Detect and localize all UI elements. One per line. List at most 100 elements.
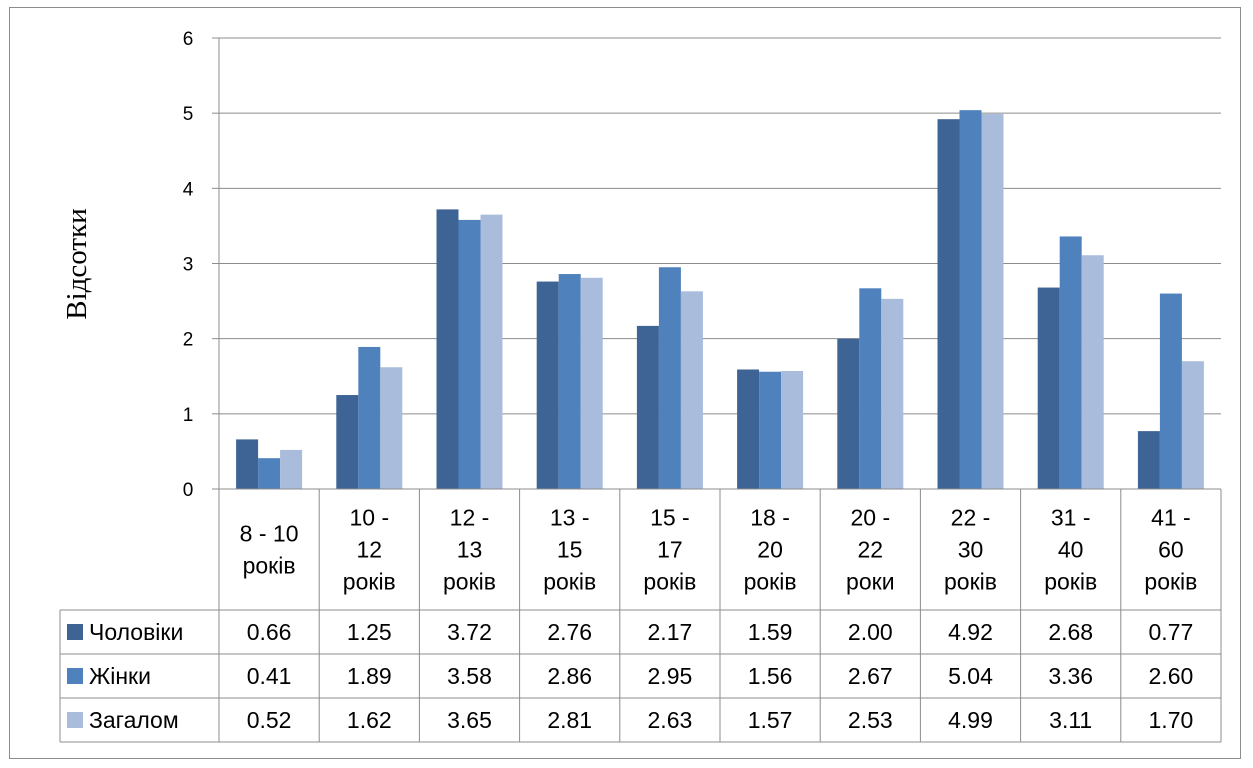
y-tick-label: 6 bbox=[183, 29, 194, 50]
data-label: 2.95 bbox=[648, 663, 693, 689]
data-label: 1.70 bbox=[1149, 707, 1194, 733]
data-label: 5.04 bbox=[948, 663, 993, 689]
bar bbox=[580, 277, 603, 489]
y-tick-label: 1 bbox=[183, 405, 194, 426]
y-tick-label: 3 bbox=[183, 255, 194, 276]
bar bbox=[480, 214, 503, 489]
data-label: 0.41 bbox=[247, 663, 292, 689]
data-label: 1.89 bbox=[347, 663, 392, 689]
bar bbox=[737, 369, 760, 489]
bar bbox=[1059, 236, 1082, 489]
bar bbox=[236, 439, 259, 489]
category-label: 13 - bbox=[550, 505, 590, 531]
data-label: 3.11 bbox=[1049, 707, 1092, 733]
category-label: 15 - bbox=[650, 505, 690, 531]
data-label: 3.58 bbox=[447, 663, 492, 689]
bar bbox=[436, 209, 459, 489]
bar bbox=[280, 449, 303, 489]
data-label: 2.86 bbox=[547, 663, 592, 689]
data-label: 2.63 bbox=[648, 707, 693, 733]
bar bbox=[380, 367, 403, 489]
bar bbox=[1081, 255, 1104, 489]
bar bbox=[558, 274, 581, 489]
y-axis-label: Відсотки bbox=[61, 208, 93, 319]
data-label: 2.81 bbox=[547, 707, 592, 733]
bar bbox=[1037, 287, 1060, 489]
category-label: 15 bbox=[557, 537, 583, 563]
data-label: 1.59 bbox=[748, 619, 793, 645]
bar bbox=[1181, 361, 1204, 489]
bar bbox=[781, 370, 804, 489]
data-label: 2.76 bbox=[547, 619, 592, 645]
bar bbox=[258, 458, 281, 489]
data-label: 0.66 bbox=[247, 619, 292, 645]
bar bbox=[881, 298, 904, 489]
category-label: роки bbox=[846, 569, 895, 595]
y-tick-label: 5 bbox=[183, 104, 194, 125]
category-label: років bbox=[643, 569, 696, 595]
chart-frame bbox=[9, 7, 1241, 759]
bar bbox=[336, 395, 359, 489]
category-label: 17 bbox=[657, 537, 683, 563]
bar bbox=[536, 281, 559, 489]
category-label: 40 bbox=[1058, 537, 1084, 563]
bar bbox=[1159, 293, 1182, 489]
bar bbox=[358, 346, 381, 489]
category-label: 22 bbox=[858, 537, 884, 563]
category-label: років bbox=[744, 569, 797, 595]
category-label: 22 - bbox=[951, 505, 991, 531]
y-tick-label: 2 bbox=[183, 330, 194, 351]
category-label: 18 - bbox=[750, 505, 790, 531]
bar bbox=[937, 119, 960, 490]
data-label: 2.00 bbox=[848, 619, 893, 645]
data-label: 1.25 bbox=[347, 619, 392, 645]
category-label: 13 bbox=[457, 537, 483, 563]
data-label: 1.57 bbox=[748, 707, 793, 733]
data-label: 0.77 bbox=[1149, 619, 1194, 645]
category-label: 12 bbox=[357, 537, 383, 563]
bar bbox=[981, 113, 1004, 489]
category-label: років bbox=[443, 569, 496, 595]
bar bbox=[658, 267, 681, 489]
bar bbox=[837, 338, 860, 489]
data-label: 0.52 bbox=[247, 707, 292, 733]
y-axis-ticks: 0 1 2 3 4 5 6 bbox=[183, 29, 194, 501]
bar bbox=[959, 110, 982, 489]
category-label: 10 - bbox=[349, 505, 389, 531]
data-label: 2.17 bbox=[648, 619, 693, 645]
bar bbox=[1137, 431, 1160, 489]
legend-key bbox=[67, 624, 83, 640]
category-label: 12 - bbox=[450, 505, 490, 531]
data-label: 4.99 bbox=[948, 707, 993, 733]
legend-label: Жінки bbox=[89, 663, 151, 689]
bar bbox=[759, 371, 782, 489]
category-label: 20 - bbox=[850, 505, 890, 531]
category-label: років bbox=[1144, 569, 1197, 595]
legend-label: Чоловіки bbox=[89, 619, 183, 645]
legend-key bbox=[67, 668, 83, 684]
legend-label: Загалом bbox=[89, 707, 179, 733]
data-label: 1.62 bbox=[347, 707, 392, 733]
data-label: 3.72 bbox=[447, 619, 492, 645]
category-label: 30 bbox=[958, 537, 984, 563]
bar bbox=[859, 288, 882, 489]
data-label: 2.67 bbox=[848, 663, 893, 689]
bar bbox=[458, 219, 481, 490]
category-label: років bbox=[543, 569, 596, 595]
category-label: 60 bbox=[1158, 537, 1184, 563]
bars bbox=[236, 110, 1204, 490]
category-label: років bbox=[243, 553, 296, 579]
category-label: 8 - 10 bbox=[240, 521, 299, 547]
bar bbox=[636, 325, 659, 489]
data-label: 1.56 bbox=[748, 663, 793, 689]
category-label: 31 - bbox=[1051, 505, 1091, 531]
data-label: 2.68 bbox=[1048, 619, 1093, 645]
data-label: 2.53 bbox=[848, 707, 893, 733]
y-tick-label: 0 bbox=[183, 480, 194, 501]
data-label: 3.65 bbox=[447, 707, 492, 733]
category-label: 41 - bbox=[1151, 505, 1191, 531]
legend-key bbox=[67, 712, 83, 728]
category-label: 20 bbox=[757, 537, 783, 563]
y-tick-label: 4 bbox=[183, 179, 194, 200]
